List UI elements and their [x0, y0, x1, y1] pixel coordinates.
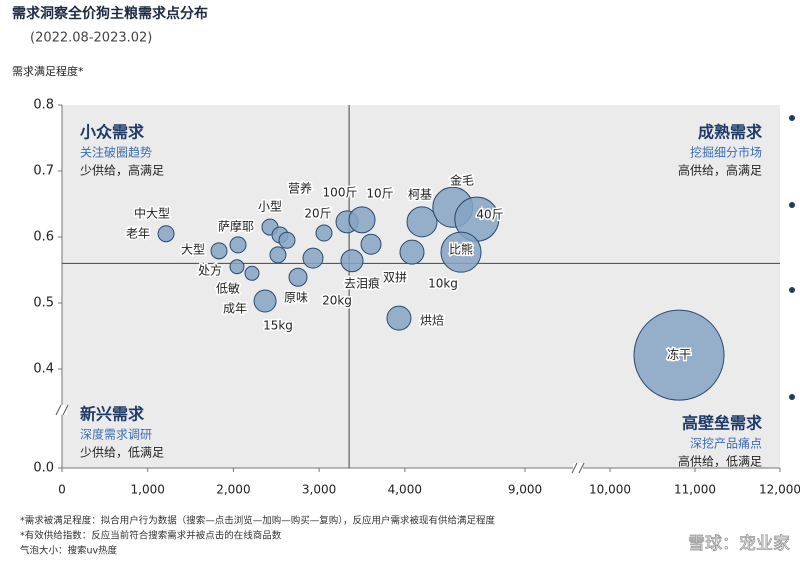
footnote: 气泡大小：搜索uv热度: [20, 545, 118, 557]
bubble: [157, 225, 175, 243]
bubble-label: 小型: [258, 200, 282, 214]
bubble: [386, 305, 412, 331]
x-tick-label: 1,000: [131, 483, 165, 497]
bubble: [229, 236, 247, 254]
bubble: [302, 247, 324, 269]
bubble-label: 烘焙: [420, 313, 444, 328]
bubble-label: 双拼: [383, 271, 407, 285]
axis-break: [571, 462, 578, 474]
x-tick-label: 12,000: [759, 483, 800, 497]
quadrant-desc: 高供给，高满足: [678, 163, 762, 178]
bubble: [440, 231, 482, 273]
axis-break: [578, 462, 585, 474]
bubble: [340, 249, 364, 273]
bubble: [210, 242, 228, 260]
chart-title: 需求洞察全价狗主粮需求点分布: [12, 5, 208, 22]
bubble: [253, 289, 277, 313]
bubble-label: 10斤: [366, 187, 393, 201]
quadrant-desc: 少供给，高满足: [80, 163, 164, 178]
quadrant-desc: 少供给，低满足: [80, 446, 164, 460]
x-tick-label: 4,000: [388, 483, 422, 497]
bubble-label: 10kg: [428, 277, 458, 291]
bubble-label: 成年: [223, 302, 247, 316]
bubble: [229, 259, 245, 275]
quadrant-title: 小众需求: [80, 123, 145, 142]
bubble-label: 冻干: [667, 347, 691, 362]
bubble: [360, 233, 382, 255]
bubble-label: 100斤: [323, 186, 358, 200]
footnote: *需求被满足程度：拟合用户行为数据（搜索—点击浏览—加购—购买—复购），反应用户…: [20, 515, 496, 527]
bubble: [399, 239, 425, 265]
bubble-label: 15kg: [263, 319, 293, 333]
bubble-label: 40斤: [476, 208, 503, 222]
y-tick-label: 0.6: [33, 230, 54, 245]
x-tick-label: 9,000: [508, 483, 542, 497]
bubble: [633, 309, 725, 401]
y-tick-label: 0.8: [33, 98, 54, 113]
bubble-label: 大型: [181, 243, 205, 257]
bubble: [315, 224, 333, 242]
chart-subtitle: (2022.08-2023.02): [30, 31, 152, 46]
bubble: [406, 206, 438, 238]
bubble-label: 原味: [284, 291, 308, 305]
right-dots: [789, 115, 795, 400]
bubble-label: 萨摩耶: [218, 219, 254, 234]
axis-break: [62, 404, 69, 416]
bubble: [288, 267, 308, 287]
axis-break: [55, 404, 62, 416]
quadrant-subtitle: 深度需求调研: [80, 427, 152, 442]
bubble-label: 20斤: [304, 207, 331, 221]
y-tick-label: 0.7: [33, 164, 54, 179]
bubble-label: 低敏: [216, 281, 240, 296]
x-tick-label: 11,000: [674, 483, 716, 497]
bubble-label: 营养: [288, 181, 312, 196]
bubble-label: 去泪痕: [344, 276, 380, 291]
watermark: 雪球：宠业家: [688, 534, 790, 554]
footnote: *有效供给指数：反应当前符合搜索需求并被点击的在线商品数: [20, 530, 282, 542]
quadrant-desc: 高供给，低满足: [678, 454, 762, 469]
bubble: [244, 265, 260, 281]
y-tick-label: 0.0: [33, 461, 54, 476]
quadrant-subtitle: 挖掘细分市场: [690, 145, 762, 160]
bubble: [278, 231, 296, 249]
x-tick-label: 10,000: [589, 483, 631, 497]
bubble: [348, 206, 376, 234]
quadrant-title: 新兴需求: [80, 405, 145, 424]
plot-background: [62, 105, 780, 468]
x-tick-label: 3,000: [302, 483, 336, 497]
axis-break: [57, 405, 67, 415]
bubble-label: 处方: [198, 263, 222, 278]
bubble-label: 比熊: [449, 242, 473, 257]
quadrant-subtitle: 关注破圈趋势: [80, 145, 152, 160]
quadrant-subtitle: 深挖产品痛点: [690, 436, 762, 451]
y-axis-label: 需求满足程度*: [12, 64, 84, 78]
axis-break: [573, 463, 583, 473]
bubble-label: 柯基: [408, 188, 432, 202]
y-tick-label: 0.5: [33, 296, 54, 311]
bubble-label: 老年: [126, 227, 150, 241]
bubble: [269, 246, 287, 264]
x-tick-label: 2,000: [216, 483, 250, 497]
quadrant-title: 成熟需求: [698, 123, 763, 142]
bubble-label: 金毛: [450, 173, 474, 188]
y-tick-label: 0.4: [33, 362, 54, 377]
bubble-label: 20kg: [322, 294, 352, 308]
x-tick-label: 0: [58, 483, 66, 497]
bubble-label: 中大型: [134, 206, 170, 221]
quadrant-title: 高壁垒需求: [682, 414, 763, 433]
